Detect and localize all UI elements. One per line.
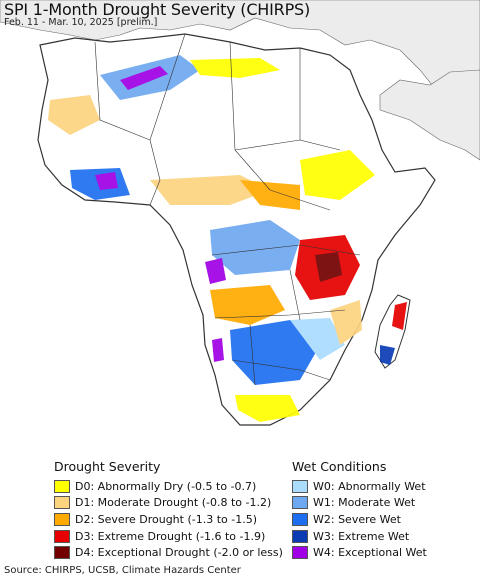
sahel-severe <box>240 180 300 210</box>
drought-map <box>0 0 480 426</box>
angola-exceptional-wet <box>205 258 226 284</box>
sahel-dry <box>150 175 270 205</box>
drought-legend-heading: Drought Severity <box>54 459 161 474</box>
wet-legend-heading: Wet Conditions <box>292 459 387 474</box>
north-dry-patch <box>190 58 280 78</box>
angola-dry <box>210 285 285 325</box>
swatch-w4 <box>292 546 308 560</box>
source-credit: Source: CHIRPS, UCSB, Climate Hazards Ce… <box>4 565 241 576</box>
legend-item-d2: D2: Severe Drought (-1.3 to -1.5) <box>54 511 283 528</box>
legend-label-w4: W4: Exceptional Wet <box>313 546 427 560</box>
south-africa-dry <box>235 395 300 422</box>
madagascar-extreme <box>392 302 407 330</box>
legend-item-d1: D1: Moderate Drought (-0.8 to -1.2) <box>54 495 283 512</box>
west-africa-exceptional-wet <box>95 172 118 190</box>
arabia-landmass <box>379 69 480 161</box>
swatch-w3 <box>292 529 308 543</box>
swatch-d4 <box>54 546 70 560</box>
legend-label-d3: D3: Extreme Drought (-1.6 to -1.9) <box>75 529 266 543</box>
map-title: SPI 1-Month Drought Severity (CHIRPS) <box>4 0 311 19</box>
condition-patches <box>48 55 407 422</box>
tanzania-exceptional <box>315 252 342 282</box>
central-wet <box>210 220 300 275</box>
swatch-d0 <box>54 479 70 493</box>
legend: Drought Severity D0: Abnormally Dry (-0.… <box>0 455 480 567</box>
legend-label-w3: W3: Extreme Wet <box>313 529 410 543</box>
legend-item-w3: W3: Extreme Wet <box>292 528 427 545</box>
swatch-w2 <box>292 512 308 526</box>
legend-label-d2: D2: Severe Drought (-1.3 to -1.5) <box>75 512 258 526</box>
southern-wet <box>230 320 320 385</box>
legend-label-d1: D1: Moderate Drought (-0.8 to -1.2) <box>75 496 272 510</box>
namibia-exceptional-wet <box>212 338 224 362</box>
country-borders <box>94 33 361 386</box>
wet-legend: Wet Conditions W0: Abnormally Wet W1: Mo… <box>292 459 427 561</box>
mozambique-dry <box>330 300 362 345</box>
sahara-exceptional-wet <box>120 66 168 90</box>
map-subtitle: Feb. 11 - Mar. 10, 2025 [prelim.] <box>4 17 158 28</box>
southern-wet-light <box>290 318 345 360</box>
madagascar-wet <box>380 345 395 365</box>
swatch-d3 <box>54 529 70 543</box>
swatch-d2 <box>54 512 70 526</box>
legend-label-w0: W0: Abnormally Wet <box>313 479 426 493</box>
legend-item-d0: D0: Abnormally Dry (-0.5 to -0.7) <box>54 478 283 495</box>
legend-item-d4: D4: Exceptional Drought (-2.0 or less) <box>54 544 283 561</box>
legend-label-w2: W2: Severe Wet <box>313 512 401 526</box>
legend-label-d0: D0: Abnormally Dry (-0.5 to -0.7) <box>75 479 257 493</box>
legend-item-w1: W1: Moderate Wet <box>292 495 427 512</box>
swatch-w0 <box>292 479 308 493</box>
legend-item-d3: D3: Extreme Drought (-1.6 to -1.9) <box>54 528 283 545</box>
legend-item-w4: W4: Exceptional Wet <box>292 544 427 561</box>
east-africa-dry <box>300 150 375 200</box>
legend-item-w2: W2: Severe Wet <box>292 511 427 528</box>
north-dry-patch-2 <box>48 95 100 135</box>
swatch-d1 <box>54 496 70 510</box>
legend-item-w0: W0: Abnormally Wet <box>292 478 427 495</box>
drought-legend: Drought Severity D0: Abnormally Dry (-0.… <box>54 459 283 561</box>
legend-label-w1: W1: Moderate Wet <box>313 496 416 510</box>
legend-label-d4: D4: Exceptional Drought (-2.0 or less) <box>75 546 283 560</box>
swatch-w1 <box>292 496 308 510</box>
